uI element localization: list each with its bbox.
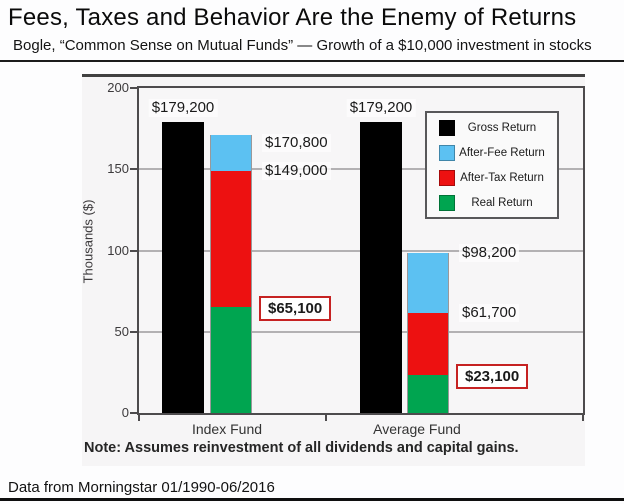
y-tick-label-150: 150 (107, 161, 129, 177)
value-label-real-return-average-fund: $23,100 (456, 364, 529, 390)
chart-top-border (82, 74, 585, 77)
legend-label-real-return: Real Return (471, 196, 533, 209)
page-subtitle: Bogle, “Common Sense on Mutual Funds” — … (13, 37, 592, 54)
bar-gross-return-average-fund (360, 121, 402, 413)
x-tick-mark-0 (138, 415, 140, 421)
value-label-gross-return-average-fund: $179,200 (346, 98, 416, 117)
bar-segment-after-tax-return-index-fund (211, 170, 251, 308)
footer-source: Data from Morningstar 01/1990-06/2016 (8, 479, 275, 496)
y-tick-mark-100 (130, 249, 139, 252)
legend: Gross Return After-Fee Return After-Tax Re… (425, 111, 559, 219)
bar-segment-after-fee-return-average-fund (408, 253, 448, 313)
y-tick-mark-50 (130, 330, 139, 333)
legend-label-after-fee-return: After-Fee Return (459, 146, 545, 159)
bar-stacked-average-fund (407, 253, 449, 413)
value-label-after-fee-return-index-fund: $170,800 (262, 134, 331, 153)
legend-item-after-fee-return: After-Fee Return (427, 140, 557, 165)
value-label-real-return-index-fund: $65,100 (259, 296, 332, 322)
legend-swatch-after-fee-return (439, 144, 455, 161)
footer-divider (0, 498, 624, 501)
value-label-gross-return-index-fund: $179,200 (148, 98, 218, 117)
y-tick-label-50: 50 (114, 323, 129, 339)
bar-stacked-index-fund (210, 135, 252, 413)
y-tick-mark-0 (130, 412, 139, 414)
y-tick-label-100: 100 (107, 242, 129, 258)
legend-item-real-return: Real Return (427, 190, 557, 215)
chart-note: Note: Assumes reinvestment of all divide… (84, 440, 519, 456)
legend-swatch-real-return (439, 194, 455, 211)
value-label-after-tax-return-average-fund: $61,700 (459, 303, 520, 322)
x-tick-mark-2 (582, 415, 584, 421)
legend-item-gross-return: Gross Return (427, 115, 557, 140)
legend-label-gross-return: Gross Return (467, 121, 537, 134)
value-label-after-tax-return-index-fund: $149,000 (262, 161, 331, 180)
y-tick-label-0: 0 (121, 405, 129, 420)
y-tick-mark-150 (130, 168, 139, 171)
x-category-label-index-fund: Index Fund (191, 421, 263, 437)
y-tick-mark-200 (130, 87, 139, 89)
header-divider (0, 60, 624, 62)
y-tick-label-200: 200 (107, 80, 129, 95)
bar-segment-after-tax-return-average-fund (408, 312, 448, 376)
legend-swatch-after-tax-return (439, 169, 455, 186)
value-label-after-fee-return-average-fund: $98,200 (459, 244, 520, 263)
chart-figure: Thousands ($) 0 50 100 150 200 Index Fund $179… (80, 74, 585, 466)
legend-label-after-tax-return: After-Tax Return (460, 171, 544, 184)
page-title: Fees, Taxes and Behavior Are the Enemy o… (8, 4, 577, 31)
x-category-label-average-fund: Average Fund (373, 421, 461, 437)
legend-swatch-gross-return (439, 119, 455, 136)
bar-segment-real-return-average-fund (408, 375, 448, 413)
bar-segment-real-return-index-fund (211, 307, 251, 413)
legend-item-after-tax-return: After-Tax Return (427, 165, 557, 190)
bar-segment-after-fee-return-index-fund (211, 135, 251, 171)
x-tick-mark-1 (325, 415, 327, 421)
bar-gross-return-index-fund (162, 121, 204, 413)
